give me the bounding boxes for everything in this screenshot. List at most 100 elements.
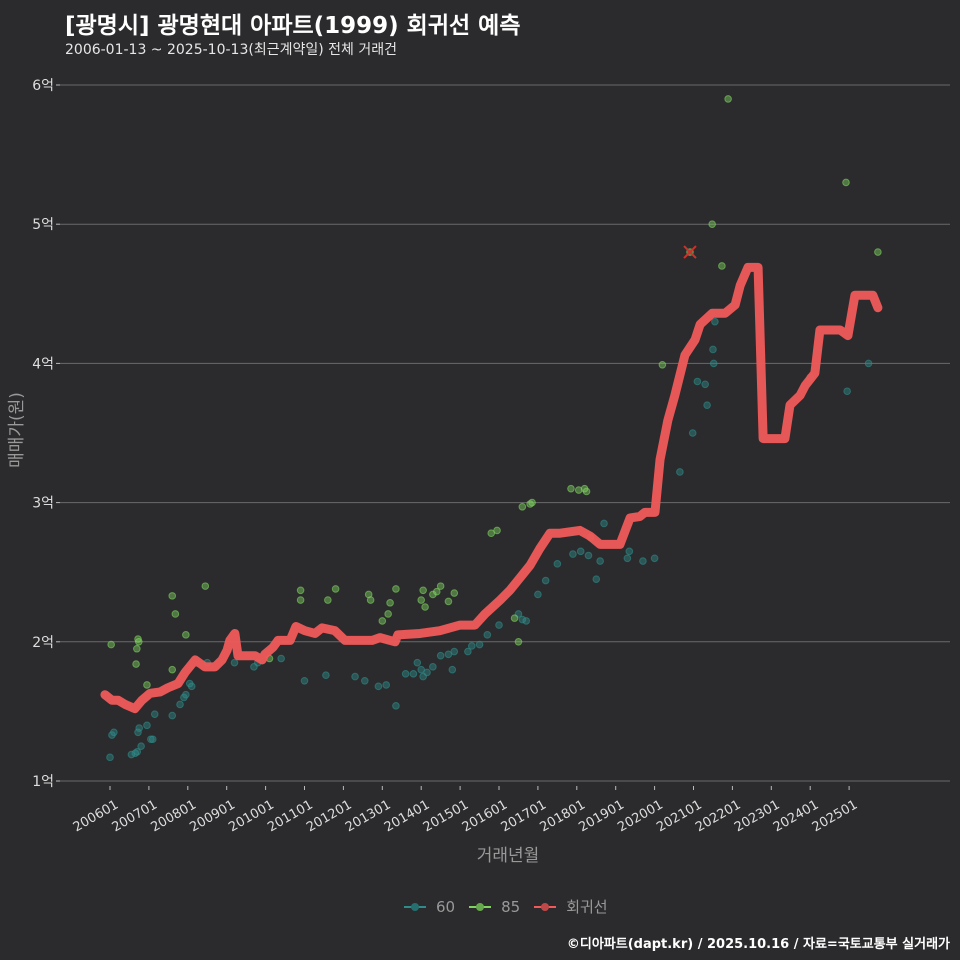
scatter-point-60 [277,654,285,663]
scatter-point-85 [432,587,441,596]
scatter-point-85 [168,665,177,674]
scatter-point-60 [413,658,422,667]
y-tick-label: 6억 [32,78,54,94]
scatter-point-85 [842,178,850,187]
scatter-point-60 [147,735,155,744]
scatter-point-85 [436,582,445,590]
scatter-point-60 [150,710,159,718]
scatter-point-60 [623,554,632,563]
scatter-point-60 [703,401,711,409]
legend-key-regression-icon [534,905,557,908]
scatter-point-60 [693,377,702,386]
scatter-point-60 [711,317,719,326]
scatter-point-60 [584,551,593,560]
scatter-point-60 [436,651,445,660]
legend-label-regression: 회귀선 [566,898,608,916]
scatter-point-60 [148,735,157,744]
scatter-point-60 [495,621,503,629]
scatter-point-60 [600,519,608,528]
scatter-point-60 [467,642,476,650]
scatter-point-60 [709,345,717,354]
scatter-point-85 [574,486,583,494]
scatter-point-60 [483,631,492,639]
scatter-point-85 [708,220,716,228]
scatter-point-85 [201,582,210,590]
scatter-point-85 [384,610,392,618]
scatter-point-60 [230,658,239,667]
chart-subtitle: 2006-01-13 ~ 2025-10-13(최근계약일) 전체 거래건 [65,42,397,58]
scatter-point-85 [296,596,305,604]
y-tick-label: 3억 [32,496,54,512]
scatter-point-85 [134,638,143,646]
scatter-point-85 [171,610,180,618]
y-tick-label: 4억 [32,356,54,372]
scatter-point-60 [351,672,359,681]
scatter-point-60 [300,676,309,685]
scatter-point-85 [874,248,882,256]
scatter-point-85 [514,638,523,646]
scatter-point-60 [137,742,145,751]
legend-item-85[interactable]: 85 [469,898,520,916]
scatter-point-60 [182,690,190,699]
scatter-point-85 [493,526,501,535]
scatter-point-60 [864,359,873,368]
scatter-point-60 [374,682,383,691]
scatter-point-85 [419,586,427,595]
y-tick-label: 5억 [32,217,54,233]
legend-item-60[interactable]: 60 [404,898,455,916]
scatter-point-85 [132,660,140,668]
scatter-point-85 [510,614,519,622]
scatter-point-85 [392,585,400,593]
scatter-point-60 [409,670,418,678]
scatter-point-60 [522,617,531,625]
source-credit: ©디아파트(dapt.kr) / 2025.10.16 / 자료=국토교통부 실… [566,937,950,952]
scatter-point-60 [360,676,369,685]
scatter-point-85 [107,640,115,649]
scatter-point-85 [168,592,177,600]
scatter-point-60 [701,380,709,389]
scatter-point-60 [843,387,851,396]
scatter-point-60 [534,590,542,599]
scatter-point-60 [688,429,697,437]
scatter-point-85 [658,360,667,369]
scatter-point-60 [423,668,431,677]
scatter-point-85 [582,487,591,496]
scatter-point-60 [639,557,647,565]
scatter-point-85 [143,681,151,689]
scatter-point-85 [378,617,387,625]
scatter-point-60 [553,560,562,568]
legend-key-85-icon [469,905,492,908]
scatter-point-85 [724,95,732,103]
scatter-point-85 [182,631,190,639]
scatter-point-60 [382,681,390,689]
scatter-point-85 [528,498,536,507]
scatter-point-60 [650,554,659,563]
y-tick-label: 1억 [32,774,54,790]
scatter-point-85 [417,596,426,604]
scatter-point-60 [475,640,484,649]
x-axis-label: 거래년월 [477,846,540,866]
legend-label-60: 60 [436,897,456,916]
scatter-point-60 [429,663,437,671]
chart-title: [광명시] 광명현대 아파트(1999) 회귀선 예측 [65,13,521,39]
scatter-point-60 [625,547,634,556]
scatter-point-85 [421,603,429,611]
scatter-point-85 [567,484,575,493]
scatter-point-60 [133,747,142,756]
scatter-point-60 [106,753,114,762]
scatter-point-60 [176,700,184,709]
scatter-point-85 [718,262,726,270]
y-tick-label: 2억 [32,635,54,651]
scatter-point-85 [296,586,305,595]
scatter-point-60 [448,665,457,674]
scatter-point-85 [366,596,375,604]
scatter-point-60 [596,557,604,565]
scatter-point-85 [518,502,527,511]
scatter-point-60 [450,647,459,656]
scatter-point-60 [676,468,684,476]
scatter-point-85 [324,596,332,604]
legend-item-regression[interactable]: 회귀선 [534,896,608,917]
scatter-point-60 [709,359,718,368]
scatter-point-60 [322,671,330,680]
